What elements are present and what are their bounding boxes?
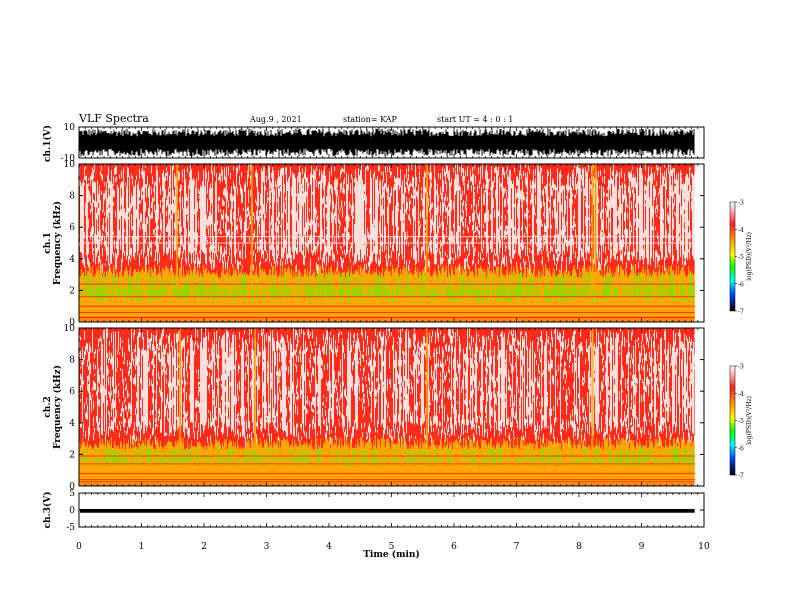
colorbar-tick-label: -5 [738, 254, 744, 261]
y-tick-label: 4 [69, 255, 75, 265]
x-tick-label: 5 [389, 542, 395, 552]
y-tick-label: 0 [69, 506, 75, 516]
colorbar-tick-label: -5 [738, 418, 744, 425]
x-tick-label: 7 [514, 542, 520, 552]
chart-title: VLF Spectra [79, 112, 149, 125]
spectrogram-ch2 [79, 328, 695, 486]
y-tick-label: 0 [69, 318, 75, 328]
spectrogram-column [250, 164, 253, 291]
x-tick-label: 2 [201, 542, 207, 552]
colorbar-tick-label: -4 [738, 227, 744, 234]
y-tick-label: 2 [69, 286, 75, 296]
colorbar-tick-label: -6 [738, 281, 744, 288]
x-tick-label: 1 [139, 542, 145, 552]
x-tick-label: 3 [264, 542, 270, 552]
spectrogram-column [591, 328, 594, 455]
x-tick-label: 8 [576, 542, 582, 552]
y-tick-label: 10 [64, 123, 76, 133]
ch3-ylabel: ch.3(V) [42, 492, 53, 529]
x-axis-label: Time (min) [363, 549, 420, 560]
colorbar-tick-label: -6 [738, 445, 744, 452]
spectrogram-column [179, 328, 181, 455]
colorbar-label: log(PSD)(V²/Hz) [746, 232, 753, 281]
start-ut-label: start UT = 4 : 0 : 1 [437, 115, 514, 124]
colorbar-tick-label: -7 [738, 473, 744, 480]
ch3-waveform-trace [80, 508, 695, 513]
ch1-ylabel: ch.1(V) [42, 125, 53, 162]
spectrogram-column [254, 328, 256, 455]
y-tick-label: 10 [64, 160, 76, 170]
spectrogram-column [175, 164, 178, 291]
ch1-waveform-trace [79, 128, 695, 157]
spectrogram-column [425, 328, 428, 455]
ch2-spec-ylabel-1: ch.2 [43, 396, 53, 417]
y-tick-label: 2 [69, 450, 75, 460]
y-tick-label: 8 [69, 192, 75, 202]
spectrogram-column [591, 164, 594, 291]
x-tick-label: 4 [326, 542, 332, 552]
colorbar-tick-label: -3 [738, 364, 744, 371]
x-tick-label: 10 [698, 542, 710, 552]
ch2-spec-ylabel-2: Frequency (kHz) [52, 365, 63, 449]
colorbar-2 [729, 365, 736, 476]
spectrogram-ch1 [79, 164, 695, 322]
y-tick-label: 4 [69, 419, 75, 429]
y-tick-label: 6 [69, 223, 75, 233]
x-tick-label: 9 [639, 542, 645, 552]
x-tick-label: 6 [451, 542, 457, 552]
spectrogram-column [425, 164, 428, 291]
spectrogram-column [594, 164, 597, 291]
y-tick-label: 5 [69, 489, 75, 499]
y-tick-label: 10 [64, 324, 76, 334]
colorbar-label: log(PSD)(V²/Hz) [746, 396, 753, 445]
station-label: station= KAP [343, 115, 397, 124]
spectrogram-floor [79, 318, 695, 322]
colorbar-1 [729, 201, 736, 312]
ch1-spec-ylabel-1: ch.1 [43, 232, 53, 253]
colorbar-tick-label: -7 [738, 309, 744, 316]
y-tick-label: -5 [66, 523, 75, 533]
y-tick-label: 0 [69, 482, 75, 492]
colorbar-tick-label: -3 [738, 200, 744, 207]
y-tick-label: 8 [69, 356, 75, 366]
y-tick-label: 6 [69, 387, 75, 397]
date-label: Aug.9 , 2021 [250, 115, 302, 124]
x-tick-label: 0 [76, 542, 82, 552]
ch1-spec-ylabel-2: Frequency (kHz) [52, 201, 63, 285]
spectrogram-floor [79, 482, 695, 486]
colorbar-tick-label: -4 [738, 391, 744, 398]
y-tick-label: -10 [61, 154, 76, 164]
